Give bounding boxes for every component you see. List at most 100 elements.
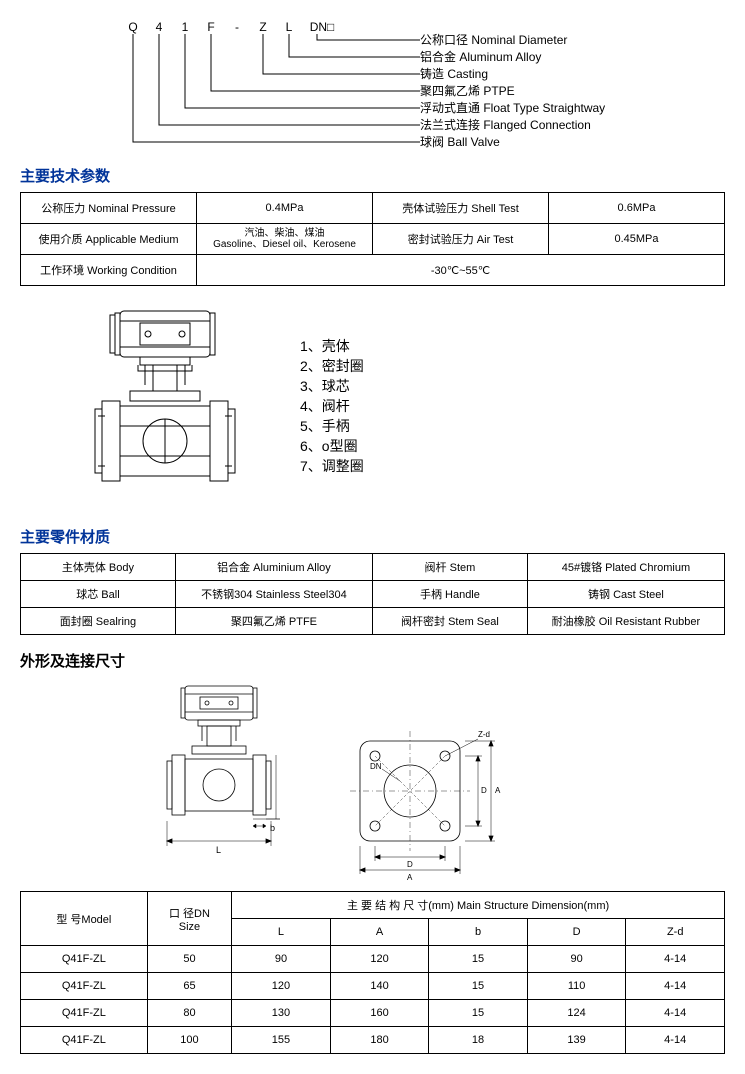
part-item: 3、球芯 bbox=[300, 376, 364, 396]
cell: 主体壳体 Body bbox=[21, 554, 176, 581]
code-label: 铝合金 Aluminum Alloy bbox=[420, 49, 605, 66]
cell: 160 bbox=[330, 1000, 429, 1027]
parts-list: 1、壳体 2、密封圈 3、球芯 4、阀杆 5、手柄 6、o型圈 7、调整圈 bbox=[300, 336, 364, 476]
svg-text:D: D bbox=[407, 860, 413, 869]
part-item: 5、手柄 bbox=[300, 416, 364, 436]
table-row: 公称压力 Nominal Pressure 0.4MPa 壳体试验压力 Shel… bbox=[21, 193, 725, 224]
svg-text:A: A bbox=[495, 786, 501, 795]
col-header: A bbox=[330, 919, 429, 946]
table-row: 使用介质 Applicable Medium 汽油、柴油、煤油 Gasoline… bbox=[21, 224, 725, 255]
table-row: 面封圈 Sealring 聚四氟乙烯 PTFE 阀杆密封 Stem Seal 耐… bbox=[21, 608, 725, 635]
cell: 4-14 bbox=[626, 1027, 725, 1054]
cell: 公称压力 Nominal Pressure bbox=[21, 193, 197, 224]
cell: 4-14 bbox=[626, 973, 725, 1000]
bracket-lines bbox=[120, 34, 420, 150]
cell: 0.4MPa bbox=[197, 193, 373, 224]
cell: -30℃~55℃ bbox=[197, 255, 725, 286]
cell: 聚四氟乙烯 PTFE bbox=[175, 608, 372, 635]
valve-diagram-section: 1、壳体 2、密封圈 3、球芯 4、阀杆 5、手柄 6、o型圈 7、调整圈 bbox=[20, 301, 725, 511]
cell: 手柄 Handle bbox=[372, 581, 527, 608]
header-size: 口 径DN Size bbox=[147, 892, 231, 946]
part-item: 6、o型圈 bbox=[300, 436, 364, 456]
cell: 120 bbox=[330, 946, 429, 973]
cell: Q41F-ZL bbox=[21, 1000, 148, 1027]
table-row: Q41F-ZL509012015904-14 bbox=[21, 946, 725, 973]
cell: 使用介质 Applicable Medium bbox=[21, 224, 197, 255]
cell: 180 bbox=[330, 1027, 429, 1054]
header-main: 主 要 结 构 尺 寸(mm) Main Structure Dimension… bbox=[232, 892, 725, 919]
table-row: Q41F-ZL80130160151244-14 bbox=[21, 1000, 725, 1027]
cell: 4-14 bbox=[626, 946, 725, 973]
cell: 15 bbox=[429, 946, 528, 973]
cell: 139 bbox=[527, 1027, 626, 1054]
cell: 120 bbox=[232, 973, 331, 1000]
cell: 90 bbox=[527, 946, 626, 973]
cell: 124 bbox=[527, 1000, 626, 1027]
code-letter: Z bbox=[250, 20, 276, 34]
cell: 工作环境 Working Condition bbox=[21, 255, 197, 286]
code-label: 铸造 Casting bbox=[420, 66, 605, 83]
cell: 壳体试验压力 Shell Test bbox=[373, 193, 549, 224]
dim-valve-drawing: L b bbox=[140, 681, 290, 881]
cell: 110 bbox=[527, 973, 626, 1000]
dim-flange-drawing: Z-d D A D A DN bbox=[340, 721, 510, 881]
part-item: 4、阀杆 bbox=[300, 396, 364, 416]
table-row: 球芯 Ball 不锈钢304 Stainless Steel304 手柄 Han… bbox=[21, 581, 725, 608]
valve-drawing bbox=[20, 301, 280, 511]
code-label: 浮动式直通 Float Type Straightway bbox=[420, 100, 605, 117]
cell: 球芯 Ball bbox=[21, 581, 176, 608]
code-letters: Q 4 1 F - Z L DN□ bbox=[120, 20, 342, 34]
table-row: Q41F-ZL100155180181394-14 bbox=[21, 1027, 725, 1054]
cell: 50 bbox=[147, 946, 231, 973]
svg-text:A: A bbox=[407, 873, 413, 881]
col-header: L bbox=[232, 919, 331, 946]
cell: 耐油橡胶 Oil Resistant Rubber bbox=[527, 608, 724, 635]
part-item: 7、调整圈 bbox=[300, 456, 364, 476]
code-letter: F bbox=[198, 20, 224, 34]
code-label: 球阀 Ball Valve bbox=[420, 134, 605, 151]
cell: 不锈钢304 Stainless Steel304 bbox=[175, 581, 372, 608]
cell: 密封试验压力 Air Test bbox=[373, 224, 549, 255]
col-header: Z-d bbox=[626, 919, 725, 946]
cell: 铸钢 Cast Steel bbox=[527, 581, 724, 608]
svg-text:L: L bbox=[216, 845, 221, 855]
table-row: 工作环境 Working Condition -30℃~55℃ bbox=[21, 255, 725, 286]
cell: 4-14 bbox=[626, 1000, 725, 1027]
code-label: 聚四氟乙烯 PTPE bbox=[420, 83, 605, 100]
cell: Q41F-ZL bbox=[21, 973, 148, 1000]
svg-text:D: D bbox=[481, 786, 487, 795]
code-letter: DN□ bbox=[302, 20, 342, 34]
dimensions-title: 外形及连接尺寸 bbox=[20, 650, 725, 671]
code-labels: 公称口径 Nominal Diameter 铝合金 Aluminum Alloy… bbox=[420, 32, 605, 151]
cell: 18 bbox=[429, 1027, 528, 1054]
cell: 80 bbox=[147, 1000, 231, 1027]
svg-text:DN: DN bbox=[370, 762, 382, 771]
tech-params-title: 主要技术参数 bbox=[20, 165, 725, 186]
code-letter: Q bbox=[120, 20, 146, 34]
cell: 140 bbox=[330, 973, 429, 1000]
cell: 0.45MPa bbox=[549, 224, 725, 255]
cell: Q41F-ZL bbox=[21, 946, 148, 973]
cell: 90 bbox=[232, 946, 331, 973]
svg-text:Z-d: Z-d bbox=[478, 730, 490, 739]
cell: 面封圈 Sealring bbox=[21, 608, 176, 635]
svg-text:b: b bbox=[270, 823, 275, 833]
col-header: b bbox=[429, 919, 528, 946]
code-letter: 4 bbox=[146, 20, 172, 34]
table-row: Q41F-ZL65120140151104-14 bbox=[21, 973, 725, 1000]
cell: 155 bbox=[232, 1027, 331, 1054]
cell: 65 bbox=[147, 973, 231, 1000]
cell: 阀杆密封 Stem Seal bbox=[372, 608, 527, 635]
cell: 铝合金 Aluminium Alloy bbox=[175, 554, 372, 581]
col-header: D bbox=[527, 919, 626, 946]
table-row: 主体壳体 Body 铝合金 Aluminium Alloy 阀杆 Stem 45… bbox=[21, 554, 725, 581]
table-header-row: 型 号Model 口 径DN Size 主 要 结 构 尺 寸(mm) Main… bbox=[21, 892, 725, 919]
cell: 15 bbox=[429, 1000, 528, 1027]
code-label: 公称口径 Nominal Diameter bbox=[420, 32, 605, 49]
materials-table: 主体壳体 Body 铝合金 Aluminium Alloy 阀杆 Stem 45… bbox=[20, 553, 725, 635]
materials-title: 主要零件材质 bbox=[20, 526, 725, 547]
cell: 汽油、柴油、煤油 Gasoline、Diesel oil、Kerosene bbox=[197, 224, 373, 255]
part-item: 1、壳体 bbox=[300, 336, 364, 356]
cell: 15 bbox=[429, 973, 528, 1000]
code-label: 法兰式连接 Flanged Connection bbox=[420, 117, 605, 134]
